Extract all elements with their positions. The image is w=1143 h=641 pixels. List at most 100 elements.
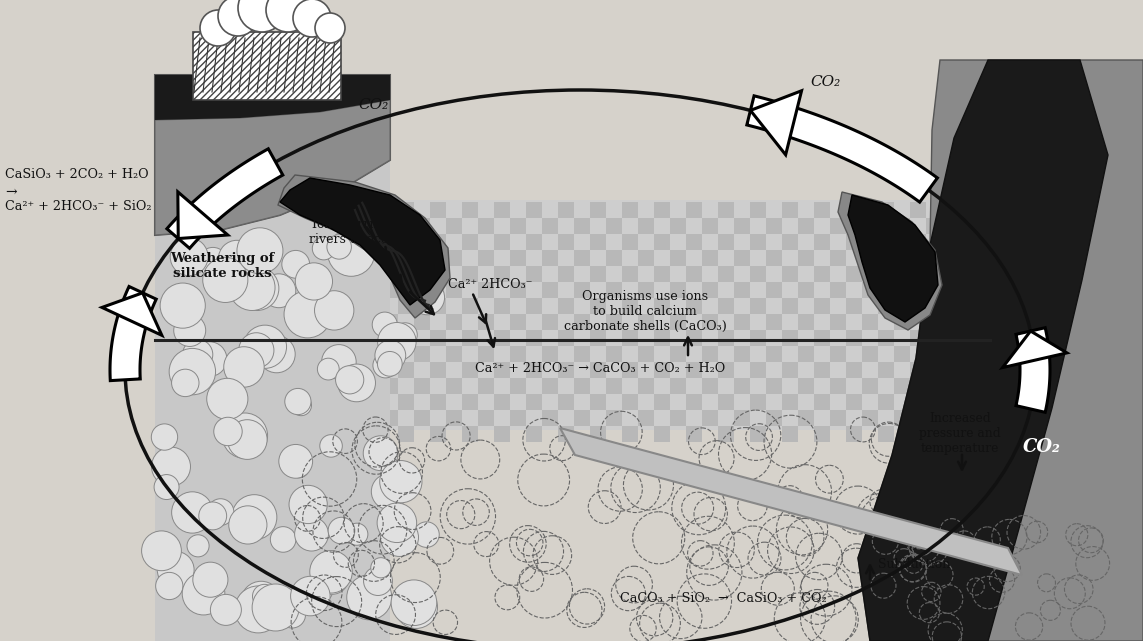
Bar	[606, 282, 622, 298]
Bar	[974, 426, 990, 442]
Circle shape	[227, 420, 267, 460]
Circle shape	[199, 502, 226, 530]
Bar	[382, 410, 398, 426]
Circle shape	[258, 336, 295, 373]
Circle shape	[293, 0, 331, 37]
Bar	[414, 314, 430, 330]
Circle shape	[285, 388, 311, 415]
Bar	[494, 234, 510, 250]
Bar	[686, 330, 702, 346]
Bar	[846, 266, 862, 282]
Bar	[558, 394, 574, 410]
Bar	[446, 346, 462, 362]
Circle shape	[253, 584, 299, 631]
Bar	[942, 362, 958, 378]
Bar	[622, 426, 638, 442]
Bar	[478, 378, 494, 394]
Bar	[974, 202, 990, 218]
Circle shape	[234, 267, 279, 310]
Bar	[478, 282, 494, 298]
Bar	[670, 250, 686, 266]
Bar	[862, 314, 878, 330]
Bar	[814, 362, 830, 378]
Bar	[782, 426, 798, 442]
Bar	[830, 282, 846, 298]
Bar	[590, 234, 606, 250]
Bar	[350, 378, 366, 394]
Circle shape	[152, 447, 191, 486]
Bar	[286, 410, 302, 426]
Bar	[830, 410, 846, 426]
Bar	[830, 218, 846, 234]
Bar	[958, 250, 974, 266]
Circle shape	[229, 265, 275, 310]
Circle shape	[373, 353, 398, 378]
Bar	[222, 250, 238, 266]
Bar	[462, 330, 478, 346]
Text: CO₂: CO₂	[810, 75, 840, 89]
Bar	[574, 314, 590, 330]
Circle shape	[394, 586, 438, 628]
Bar	[494, 266, 510, 282]
Bar	[910, 202, 926, 218]
Bar	[782, 234, 798, 250]
Circle shape	[158, 551, 194, 588]
Bar	[862, 346, 878, 362]
Bar	[430, 426, 446, 442]
Circle shape	[160, 283, 206, 328]
Bar	[238, 426, 254, 442]
Bar	[974, 330, 990, 346]
Bar	[622, 266, 638, 282]
Polygon shape	[155, 75, 390, 235]
Bar	[238, 394, 254, 410]
Circle shape	[187, 535, 209, 557]
Bar	[686, 362, 702, 378]
Bar	[430, 330, 446, 346]
Bar	[302, 330, 318, 346]
Polygon shape	[178, 192, 227, 238]
Bar	[302, 362, 318, 378]
Bar	[494, 202, 510, 218]
Circle shape	[170, 238, 208, 276]
Bar	[782, 330, 798, 346]
Bar	[654, 298, 670, 314]
Circle shape	[381, 519, 418, 556]
Bar	[526, 266, 542, 282]
Bar	[318, 346, 334, 362]
Bar	[718, 202, 734, 218]
Bar	[862, 218, 878, 234]
Circle shape	[151, 424, 177, 450]
Circle shape	[338, 364, 375, 402]
Bar	[654, 266, 670, 282]
Bar	[286, 218, 302, 234]
Circle shape	[289, 485, 327, 524]
Bar	[574, 218, 590, 234]
Bar	[638, 410, 654, 426]
Circle shape	[377, 351, 402, 376]
Bar	[270, 394, 286, 410]
Polygon shape	[560, 428, 1022, 575]
Bar	[686, 298, 702, 314]
Bar	[462, 202, 478, 218]
Bar	[206, 394, 222, 410]
Bar	[894, 378, 910, 394]
Circle shape	[174, 315, 206, 346]
Polygon shape	[1002, 331, 1066, 367]
Bar	[158, 282, 174, 298]
Bar	[958, 314, 974, 330]
Bar	[366, 234, 382, 250]
Bar	[766, 346, 782, 362]
Bar	[334, 394, 350, 410]
Circle shape	[282, 251, 310, 278]
Bar	[430, 394, 446, 410]
Bar	[398, 426, 414, 442]
Bar	[686, 266, 702, 282]
Bar	[510, 410, 526, 426]
Bar	[430, 234, 446, 250]
Bar	[158, 314, 174, 330]
Circle shape	[363, 567, 392, 595]
Bar	[302, 202, 318, 218]
Bar	[926, 378, 942, 394]
Bar	[510, 218, 526, 234]
Bar	[782, 394, 798, 410]
